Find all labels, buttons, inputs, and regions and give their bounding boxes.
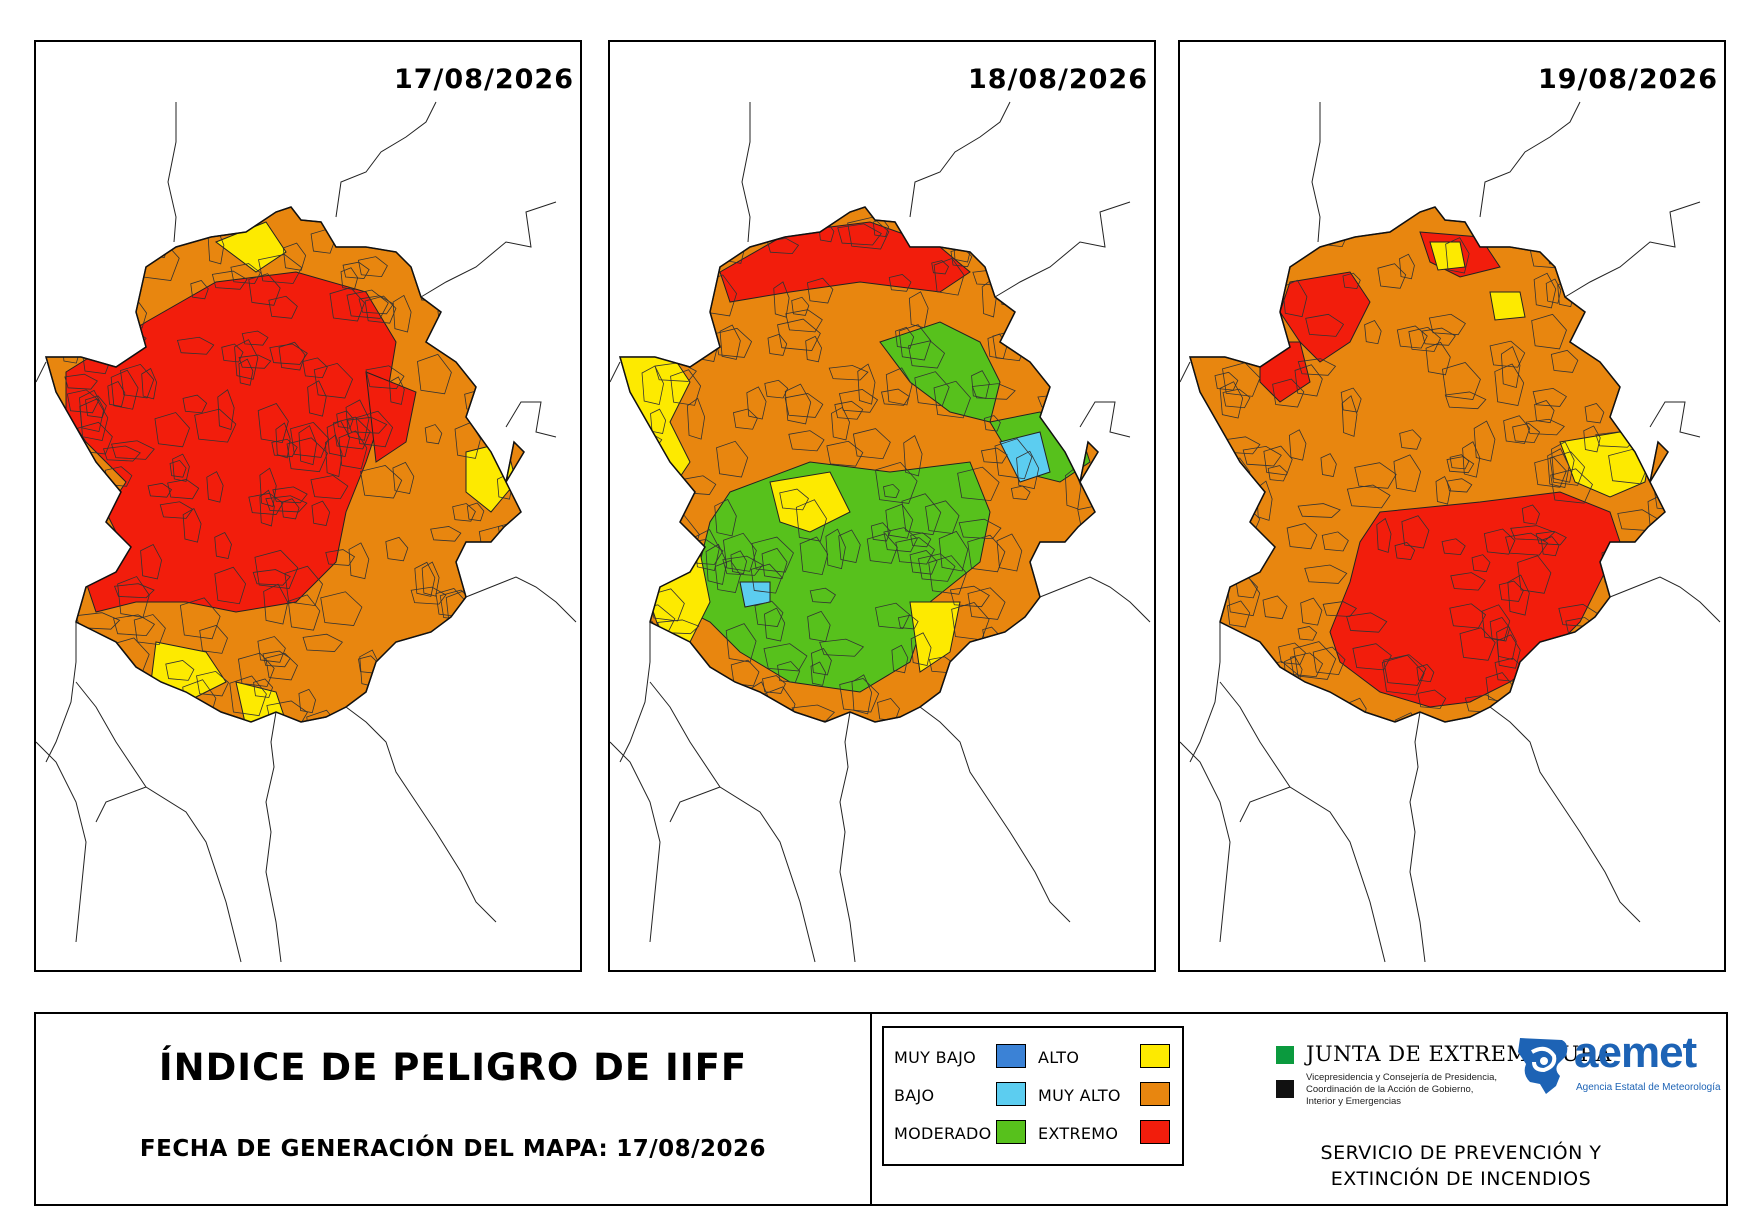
province-border (610, 741, 661, 943)
map-svg-2 (610, 101, 1151, 963)
legend-label-bajo: BAJO (894, 1086, 935, 1105)
junta-sub-line-2: Coordinación de la Acción de Gobierno, (1306, 1084, 1474, 1095)
junta-subtitle: Vicepresidencia y Consejería de Presiden… (1306, 1072, 1497, 1108)
legend-label-muy-alto: MUY ALTO (1038, 1086, 1121, 1105)
province-border (465, 576, 577, 623)
service-line-2: EXTINCIÓN DE INCENDIOS (1330, 1168, 1592, 1190)
legend-label-moderado: MODERADO (894, 1124, 992, 1143)
map-panel-2: 18/08/2026 (608, 40, 1156, 972)
legend-label-alto: ALTO (1038, 1048, 1080, 1067)
generation-date-line: FECHA DE GENERACIÓN DEL MAPA: 17/08/2026 (36, 1136, 870, 1162)
province-border (36, 741, 87, 943)
map-svg-1 (36, 101, 577, 963)
risk-zone (1489, 291, 1526, 321)
province-border (1489, 706, 1641, 923)
legend-swatch-muy-bajo (996, 1044, 1026, 1068)
province-border (1039, 576, 1151, 623)
junta-black-square-icon (1276, 1080, 1294, 1098)
province-border (1180, 361, 1191, 383)
footer-box: ÍNDICE DE PELIGRO DE IIFF FECHA DE GENER… (34, 1012, 1728, 1206)
legend: MUY BAJO BAJO MODERADO ALTO MUY ALTO EXT… (882, 1026, 1184, 1166)
province-border (1189, 622, 1221, 763)
province-border (909, 101, 1011, 218)
map-date-1: 17/08/2026 (393, 64, 574, 95)
aemet-emblem-icon (1518, 1038, 1568, 1094)
province-border (919, 706, 1071, 923)
map-panel-3: 19/08/2026 (1178, 40, 1726, 972)
legend-swatch-extremo (1140, 1120, 1170, 1144)
province-border (1564, 201, 1701, 298)
risk-zone (1329, 491, 1621, 708)
province-border (36, 361, 47, 383)
province-border (1239, 786, 1291, 823)
province-border (1409, 711, 1426, 963)
generation-date: 17/08/2026 (616, 1136, 767, 1162)
service-name: SERVICIO DE PREVENCIÓN Y EXTINCIÓN DE IN… (1296, 1140, 1626, 1192)
junta-sub-line-1: Vicepresidencia y Consejería de Presiden… (1306, 1072, 1497, 1083)
province-border (420, 201, 557, 298)
province-border (1609, 576, 1721, 623)
province-border (1479, 101, 1581, 218)
province-border (335, 101, 437, 218)
generation-label: FECHA DE GENERACIÓN DEL MAPA: (139, 1136, 609, 1162)
junta-green-square-icon (1276, 1046, 1294, 1064)
map-title: ÍNDICE DE PELIGRO DE IIFF (158, 1046, 748, 1089)
risk-zone (909, 601, 961, 673)
province-border (1311, 102, 1321, 243)
province-border (167, 102, 177, 243)
map-panel-1: 17/08/2026 (34, 40, 582, 972)
province-border (75, 681, 242, 963)
map-date-3: 19/08/2026 (1537, 64, 1718, 95)
province-border (839, 711, 856, 963)
province-border (619, 622, 651, 763)
province-border (1649, 401, 1701, 438)
province-border (45, 622, 77, 763)
province-border (345, 706, 497, 923)
province-border (1180, 741, 1231, 943)
legend-swatch-alto (1140, 1044, 1170, 1068)
province-border (1219, 681, 1386, 963)
legend-swatch-muy-alto (1140, 1082, 1170, 1106)
risk-zone (999, 431, 1051, 483)
province-border (669, 786, 721, 823)
legend-label-extremo: EXTREMO (1038, 1124, 1119, 1143)
province-border (265, 711, 282, 963)
province-border (649, 681, 816, 963)
footer-divider (870, 1014, 872, 1204)
province-border (994, 201, 1131, 298)
legend-swatch-bajo (996, 1082, 1026, 1106)
aemet-name: aemet (1574, 1028, 1697, 1077)
map-svg-3 (1180, 101, 1721, 963)
service-line-1: SERVICIO DE PREVENCIÓN Y (1320, 1142, 1602, 1164)
legend-swatch-moderado (996, 1120, 1026, 1144)
legend-label-muy-bajo: MUY BAJO (894, 1048, 977, 1067)
province-border (741, 102, 751, 243)
aemet-logo: aemet Agencia Estatal de Meteorología (1516, 1028, 1721, 1103)
province-border (1079, 401, 1131, 438)
aemet-subtitle: Agencia Estatal de Meteorología (1576, 1082, 1721, 1093)
province-border (505, 401, 557, 438)
map-date-2: 18/08/2026 (967, 64, 1148, 95)
province-border (610, 361, 621, 383)
province-border (95, 786, 147, 823)
junta-sub-line-3: Interior y Emergencias (1306, 1096, 1402, 1107)
risk-zone (1279, 271, 1371, 363)
